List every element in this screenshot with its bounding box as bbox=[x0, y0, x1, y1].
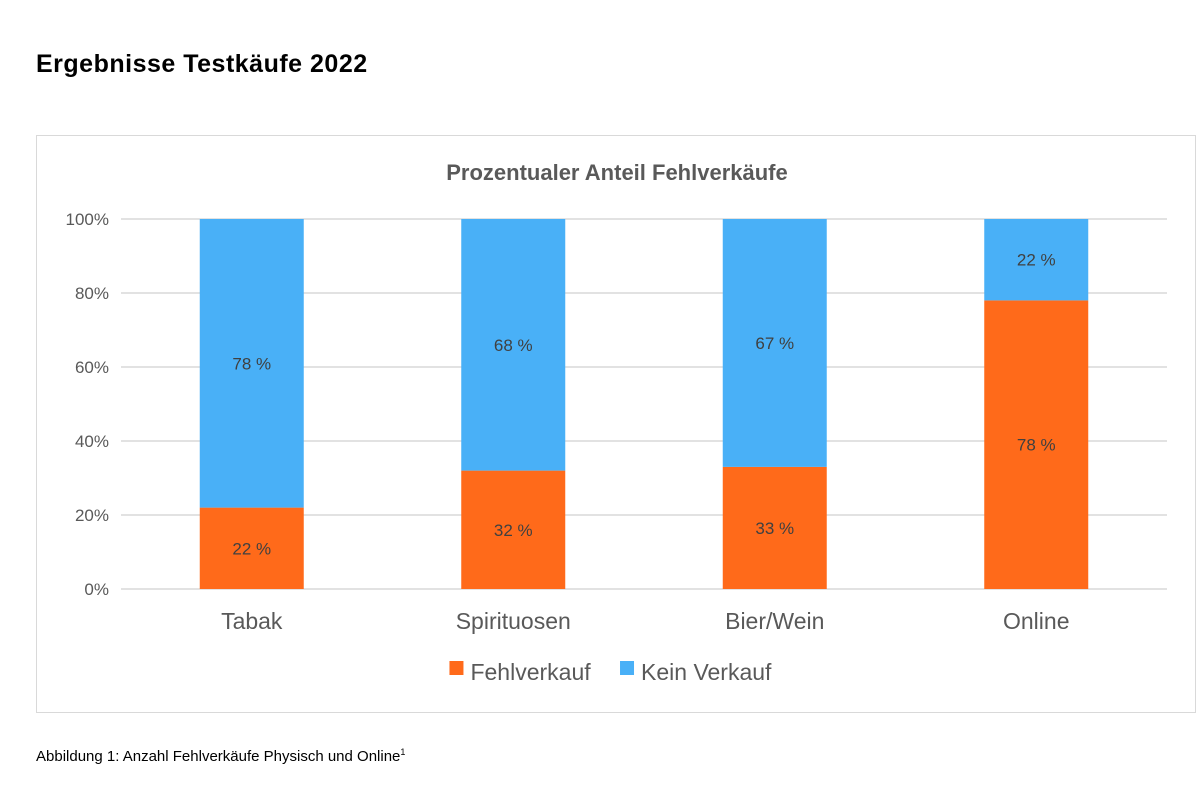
legend-swatch bbox=[449, 661, 464, 675]
legend: Fehlverkauf Kein Verkauf bbox=[449, 659, 772, 685]
bar-segment bbox=[984, 300, 1089, 589]
legend-label: Kein Verkauf bbox=[641, 659, 772, 685]
x-tick-label: Tabak bbox=[221, 608, 283, 634]
bar-segment bbox=[199, 507, 304, 589]
x-tick-label: Online bbox=[1003, 608, 1069, 634]
bars: 22 % 78 % 32 % 68 % 33 % 67 % 78 % 22 % bbox=[199, 219, 1089, 589]
data-label: 78 % bbox=[232, 354, 271, 373]
bar-segment bbox=[984, 219, 1089, 301]
y-tick-label: 0% bbox=[84, 580, 109, 599]
y-tick-label: 100% bbox=[66, 210, 109, 229]
data-label: 22 % bbox=[232, 539, 271, 558]
x-tick-label: Bier/Wein bbox=[725, 608, 824, 634]
legend-swatch bbox=[620, 661, 635, 675]
figure-caption: Abbildung 1: Anzahl Fehlverkäufe Physisc… bbox=[36, 747, 405, 765]
y-tick-label: 40% bbox=[75, 432, 109, 451]
legend-label: Fehlverkauf bbox=[470, 659, 591, 685]
data-label: 33 % bbox=[755, 519, 794, 538]
chart-container: Prozentualer Anteil Fehlverkäufe 0% 20% 40… bbox=[36, 135, 1196, 713]
data-label: 68 % bbox=[494, 336, 533, 355]
bar-segment bbox=[461, 219, 566, 471]
page-heading: Ergebnisse Testkäufe 2022 bbox=[36, 50, 368, 78]
y-tick-label: 20% bbox=[75, 506, 109, 525]
bar-segment bbox=[722, 466, 827, 589]
data-label: 22 % bbox=[1017, 251, 1056, 270]
bar-segment bbox=[199, 219, 304, 508]
y-axis-ticks: 0% 20% 40% 60% 80% 100% bbox=[66, 210, 109, 599]
data-label: 78 % bbox=[1017, 436, 1056, 455]
data-label: 32 % bbox=[494, 521, 533, 540]
x-axis-ticks: Tabak Spirituosen Bier/Wein Online bbox=[221, 608, 1069, 634]
caption-footnote: 1 bbox=[400, 747, 406, 757]
bar-segment bbox=[722, 219, 827, 467]
data-label: 67 % bbox=[755, 334, 794, 353]
bar-segment bbox=[461, 470, 566, 589]
stacked-bar-chart: Prozentualer Anteil Fehlverkäufe 0% 20% 40… bbox=[66, 160, 1167, 685]
chart-title: Prozentualer Anteil Fehlverkäufe bbox=[446, 160, 788, 185]
y-tick-label: 60% bbox=[75, 358, 109, 377]
x-tick-label: Spirituosen bbox=[456, 608, 571, 634]
y-tick-label: 80% bbox=[75, 284, 109, 303]
caption-text: Abbildung 1: Anzahl Fehlverkäufe Physisc… bbox=[36, 748, 401, 765]
